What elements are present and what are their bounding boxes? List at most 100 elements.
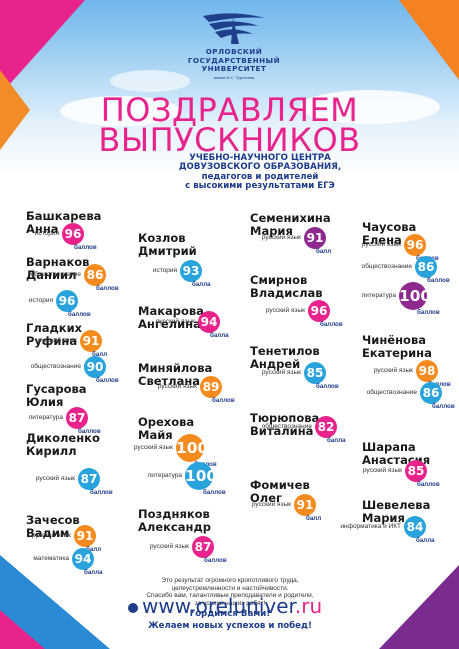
points-label: балла <box>210 332 229 339</box>
subject-label: русский язык <box>37 337 77 344</box>
student-name: Диколенко Кирилл <box>26 431 100 458</box>
points-label: баллов <box>417 309 440 316</box>
subject-label: литература <box>28 414 64 421</box>
points-label: балла <box>84 569 103 576</box>
score-badge: 91 <box>294 494 316 516</box>
subject-label: обществознание <box>30 271 81 278</box>
points-label: балла <box>416 537 435 544</box>
subject-label: русский язык <box>361 241 401 248</box>
score-badge: 100 <box>399 282 431 310</box>
student-name: Чинёнова Екатерина <box>362 333 432 360</box>
subject-label: обществознание <box>30 363 81 370</box>
student-name: Смирнов Владислав <box>250 273 323 300</box>
points-label: баллов <box>96 285 119 292</box>
subject-label: обществознание <box>361 263 412 270</box>
student-name: Гладких Руфина <box>26 321 83 348</box>
subject-label: литература <box>147 472 183 479</box>
subject-label: русский язык <box>157 383 197 390</box>
points-label: балл <box>92 351 108 358</box>
points-label: баллов <box>432 403 455 410</box>
university-subtitle: имени И.С. Тургенева <box>213 74 255 80</box>
student-name: Шевелева Мария <box>362 498 431 525</box>
score-badge: 85 <box>304 362 326 384</box>
student-name: Варнаков Даниил <box>26 255 90 282</box>
points-label: баллов <box>203 489 226 496</box>
points-label: баллов <box>68 311 91 318</box>
decor-triangle-bottom-right <box>379 565 459 649</box>
points-label: баллов <box>417 481 440 488</box>
subtitle: УЧЕБНО-НАУЧНОГО ЦЕНТРА ДОВУЗОВСКОГО ОБРА… <box>178 153 342 191</box>
score-badge: 96 <box>56 290 78 312</box>
score-badge: 100 <box>185 462 217 490</box>
score-badge: 98 <box>416 360 438 382</box>
score-badge: 96 <box>308 300 330 322</box>
student-name: Орехова Майя <box>138 415 195 442</box>
subject-label: русский язык <box>155 318 195 325</box>
footer-message: Это результат огромного кропотливого тру… <box>146 577 314 632</box>
points-label: балл <box>306 515 322 522</box>
decor-triangle-bottom-left-pink <box>0 610 45 649</box>
website-link[interactable]: www.oreluniver.ru <box>142 594 323 618</box>
points-label: баллов <box>90 489 113 496</box>
student-name: Козлов Дмитрий <box>138 231 197 258</box>
points-label: баллов <box>212 397 235 404</box>
score-badge: 93 <box>180 260 202 282</box>
subject-label: информатика и ИКТ <box>340 523 401 530</box>
title-line2: ВЫПУСКНИКОВ <box>98 121 361 159</box>
score-badge: 87 <box>192 536 214 558</box>
score-badge: 86 <box>415 256 437 278</box>
subject-label: история <box>34 230 59 237</box>
wings-logo-icon <box>203 13 265 44</box>
subject-label: русский язык <box>149 543 189 550</box>
subject-label: математика <box>33 555 69 562</box>
score-badge: 96 <box>404 234 426 256</box>
globe-icon <box>128 603 138 613</box>
university-logo: ОРЛОВСКИЙ ГОСУДАРСТВЕННЫЙ УНИВЕРСИТЕТ им… <box>184 8 284 80</box>
student-name: Миняйлова Светлана <box>138 361 213 388</box>
score-badge: 94 <box>198 311 220 333</box>
student-name: Тюрюпова Виталина <box>250 411 320 438</box>
decor-triangle-top-right <box>399 0 459 80</box>
subject-label: обществознание <box>366 389 417 396</box>
score-badge: 91 <box>74 525 96 547</box>
score-badge: 91 <box>304 227 326 249</box>
subject-label: литература <box>361 292 397 299</box>
subject-label: русский язык <box>261 369 301 376</box>
subject-label: русский язык <box>251 501 291 508</box>
score-badge: 82 <box>315 416 337 438</box>
subject-label: русский язык <box>35 475 75 482</box>
points-label: баллов <box>78 428 101 435</box>
points-label: балла <box>192 281 211 288</box>
score-badge: 91 <box>80 330 102 352</box>
points-label: баллов <box>74 244 97 251</box>
student-name: Башкарева Анна <box>26 209 102 236</box>
student-name: Семенихина Мария <box>250 211 331 238</box>
subject-label: история <box>152 267 177 274</box>
points-label: баллов <box>204 557 227 564</box>
score-badge: 87 <box>78 468 100 490</box>
student-name: Фомичев Олег <box>250 478 310 505</box>
score-badge: 100 <box>176 434 208 462</box>
score-badge: 96 <box>62 223 84 245</box>
points-label: балла <box>327 437 346 444</box>
score-badge: 86 <box>420 382 442 404</box>
points-label: баллов <box>316 383 339 390</box>
student-name: Макарова Ангелина <box>138 304 204 331</box>
score-badge: 86 <box>84 264 106 286</box>
subject-label: история <box>28 297 53 304</box>
score-badge: 84 <box>404 516 426 538</box>
points-label: балл <box>86 546 102 553</box>
subject-label: русский язык <box>362 467 402 474</box>
title-line1: ПОЗДРАВЛЯЕМ <box>100 91 359 129</box>
university-name: ОРЛОВСКИЙ ГОСУДАРСТВЕННЫЙ УНИВЕРСИТЕТ <box>187 47 281 74</box>
points-label: баллов <box>320 321 343 328</box>
student-name: Зачесов Вадим <box>26 513 80 540</box>
student-name: Чаусова Елена <box>362 220 417 247</box>
student-name: Поздняков Александр <box>138 507 211 534</box>
subject-label: русский язык <box>265 307 305 314</box>
student-name: Гусарова Юлия <box>26 382 87 409</box>
points-label: баллов <box>428 381 451 388</box>
score-badge: 89 <box>200 376 222 398</box>
subject-label: русский язык <box>373 367 413 374</box>
